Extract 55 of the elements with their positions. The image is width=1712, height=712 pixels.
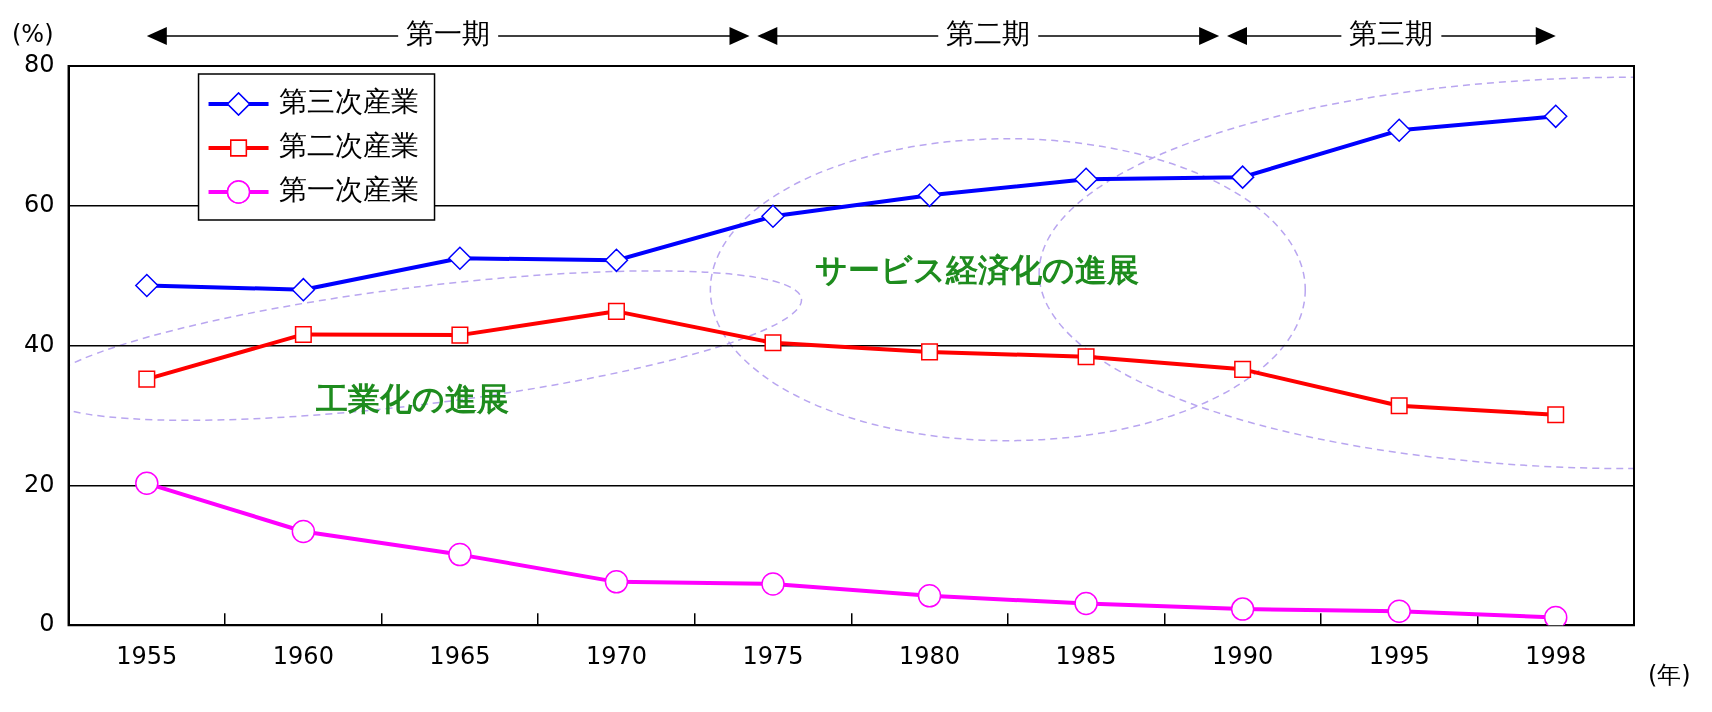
point	[138, 370, 156, 388]
point	[1074, 591, 1098, 616]
point	[291, 277, 316, 302]
x-tick-label: 1975	[742, 641, 804, 670]
x-tick-label: 1995	[1368, 641, 1430, 670]
point	[448, 542, 472, 567]
point	[604, 570, 629, 594]
x-tick-label: 1965	[429, 641, 491, 670]
point	[1230, 597, 1255, 621]
text: 第一期	[406, 17, 491, 51]
point	[1387, 118, 1411, 143]
x-tick-label: 1985	[1055, 641, 1117, 670]
point	[291, 519, 316, 544]
y-tick-label: 80	[23, 50, 55, 79]
point	[1543, 104, 1568, 129]
point	[607, 302, 625, 320]
point	[921, 343, 939, 361]
y-tick-label: 20	[23, 469, 55, 498]
point	[1234, 360, 1252, 378]
y-tick-label: 60	[23, 190, 55, 219]
point	[604, 248, 629, 273]
legend-label: 第三次産業	[278, 85, 419, 119]
point	[135, 273, 159, 298]
x-tick-label: 1970	[585, 641, 647, 670]
point	[1230, 165, 1255, 189]
text: 第三期	[1349, 17, 1434, 51]
y-axis-title: (%)	[12, 20, 54, 49]
point	[448, 246, 472, 270]
point	[1543, 605, 1568, 626]
point	[1074, 167, 1098, 191]
point	[1547, 406, 1565, 424]
point	[1390, 397, 1408, 415]
x-axis-title: (年)	[1648, 661, 1691, 690]
point	[761, 572, 785, 596]
x-tick-label: 1955	[116, 641, 178, 670]
legend-label: 第二次産業	[278, 129, 419, 163]
x-tick-label: 1960	[272, 641, 334, 670]
point	[764, 334, 782, 352]
point	[761, 204, 785, 229]
point	[917, 183, 942, 208]
annotation: 工業化の進展	[315, 379, 510, 418]
y-tick-label: 40	[23, 329, 55, 358]
text: 第二期	[946, 17, 1031, 51]
x-tick-label: 1990	[1212, 641, 1274, 670]
point	[135, 471, 159, 496]
point	[294, 325, 312, 343]
point	[451, 326, 469, 344]
y-tick-label: 0	[39, 609, 55, 638]
x-tick-label: 1980	[899, 641, 961, 670]
point	[917, 584, 942, 608]
x-tick-label: 1998	[1525, 641, 1587, 670]
point	[1387, 599, 1411, 623]
annotation: サービス経済化の進展	[814, 251, 1139, 290]
legend-label: 第一次産業	[278, 173, 419, 207]
point	[1077, 348, 1095, 366]
